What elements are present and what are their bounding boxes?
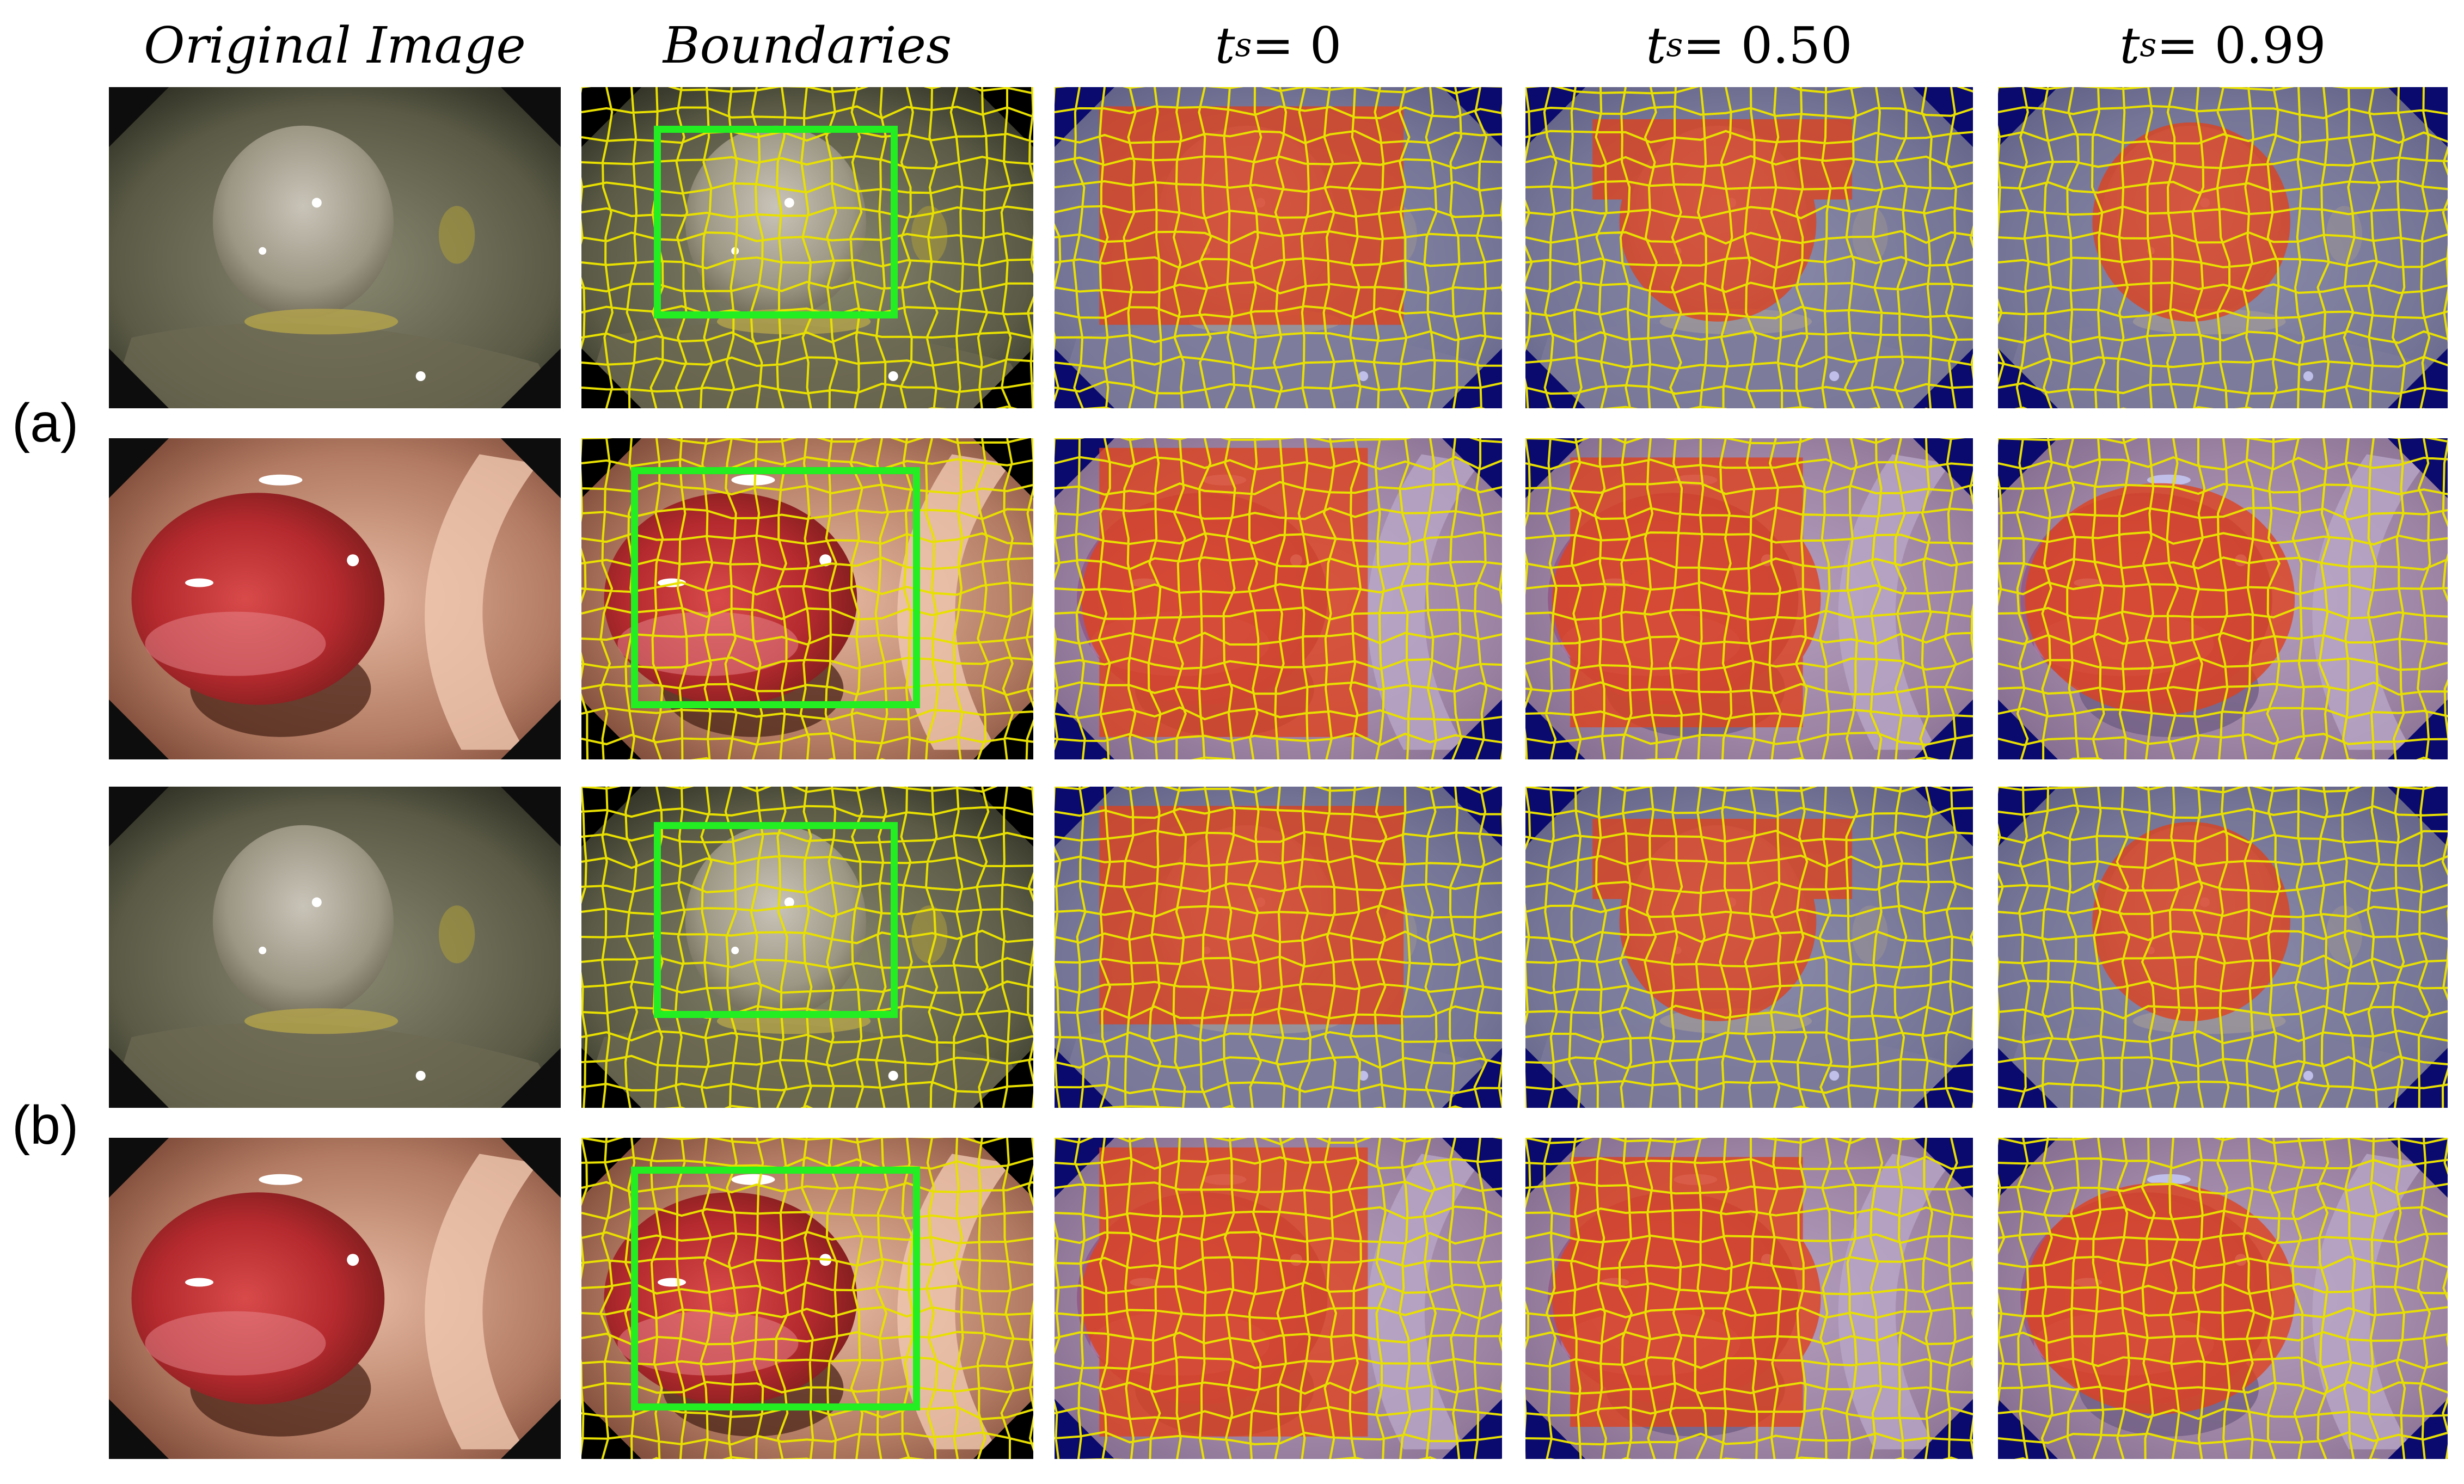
- figure-panel-r2-t99: [1998, 438, 2448, 759]
- figure-panel-r1-t99: [1998, 87, 2448, 408]
- figure-panel-r3-t99: [1998, 787, 2448, 1108]
- t-symbol: t: [1646, 16, 1666, 75]
- t-subscript: s: [1666, 26, 1683, 64]
- t50-value: = 0.50: [1683, 16, 1853, 75]
- figure-panel-r3-boundaries: [581, 787, 1033, 1108]
- figure-panel-r4-t0: [1055, 1138, 1502, 1459]
- bounding-box: [653, 125, 898, 318]
- bounding-box: [631, 467, 921, 708]
- t99-value: = 0.99: [2156, 16, 2326, 75]
- figure-panel-r3-t50: [1525, 787, 1973, 1108]
- t-symbol: t: [1215, 16, 1235, 75]
- figure-panel-r1-t50: [1525, 87, 1973, 408]
- row-group-label-a: (a): [12, 393, 79, 453]
- figure-panel-r3-t0: [1055, 787, 1502, 1108]
- row-group-label-b: (b): [12, 1095, 79, 1156]
- figure-panel-r4-t50: [1525, 1138, 1973, 1459]
- bounding-box: [631, 1167, 921, 1411]
- figure-panel-r3-original: [109, 787, 561, 1108]
- figure-panel-r2-t50: [1525, 438, 1973, 759]
- figure-panel-r2-t0: [1055, 438, 1502, 759]
- bounding-box: [653, 821, 898, 1018]
- figure-panel-r1-t0: [1055, 87, 1502, 408]
- t0-value: = 0: [1252, 16, 1342, 75]
- figure-panel-r4-boundaries: [581, 1138, 1033, 1459]
- figure-panel-r2-boundaries: [581, 438, 1033, 759]
- figure-panel-r2-original: [109, 438, 561, 759]
- header-boundaries: Boundaries: [663, 16, 952, 75]
- t-subscript: s: [2140, 26, 2157, 64]
- figure-panel-r4-original: [109, 1138, 561, 1459]
- figure-panel-r1-original: [109, 87, 561, 408]
- figure-panel-r1-boundaries: [581, 87, 1033, 408]
- t-subscript: s: [1235, 26, 1252, 64]
- header-original-image: Original Image: [144, 16, 526, 75]
- figure-panel-r4-t99: [1998, 1138, 2448, 1459]
- t-symbol: t: [2119, 16, 2140, 75]
